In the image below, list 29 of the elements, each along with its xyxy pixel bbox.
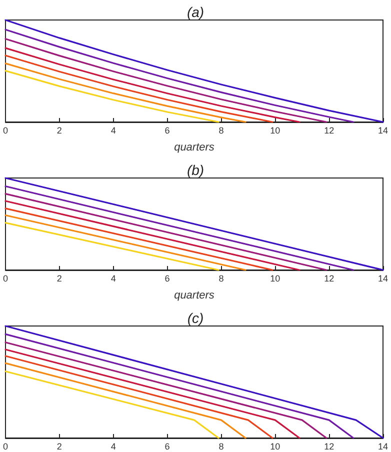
chart-title: (a) [186, 4, 204, 20]
x-tick-label: 0 [2, 274, 8, 284]
x-tick-label: 0 [2, 126, 8, 136]
x-tick-label: 8 [218, 442, 224, 452]
x-tick-label: 14 [378, 126, 388, 136]
x-tick-label: 6 [164, 442, 170, 452]
x-tick-label: 2 [56, 274, 62, 284]
chart-title: (b) [186, 162, 204, 178]
x-tick-label: 8 [218, 126, 224, 136]
x-tick-label: 12 [324, 126, 334, 136]
x-tick-label: 4 [110, 274, 116, 284]
x-tick-label: 4 [110, 442, 116, 452]
x-tick-label: 10 [270, 274, 280, 284]
x-axis-title: quarters [174, 142, 215, 154]
x-tick-label: 14 [378, 442, 388, 452]
x-axis-title: quarters [174, 290, 215, 302]
x-tick-label: 8 [218, 274, 224, 284]
x-tick-label: 12 [324, 442, 334, 452]
x-tick-label: 6 [164, 274, 170, 284]
x-tick-label: 10 [270, 126, 280, 136]
chart-title: (c) [187, 310, 204, 326]
x-tick-label: 2 [56, 442, 62, 452]
x-tick-label: 0 [2, 442, 8, 452]
x-tick-label: 2 [56, 126, 62, 136]
x-tick-label: 4 [110, 126, 116, 136]
x-tick-label: 14 [378, 274, 388, 284]
x-tick-label: 6 [164, 126, 170, 136]
x-tick-label: 10 [270, 442, 280, 452]
x-tick-label: 12 [324, 274, 334, 284]
